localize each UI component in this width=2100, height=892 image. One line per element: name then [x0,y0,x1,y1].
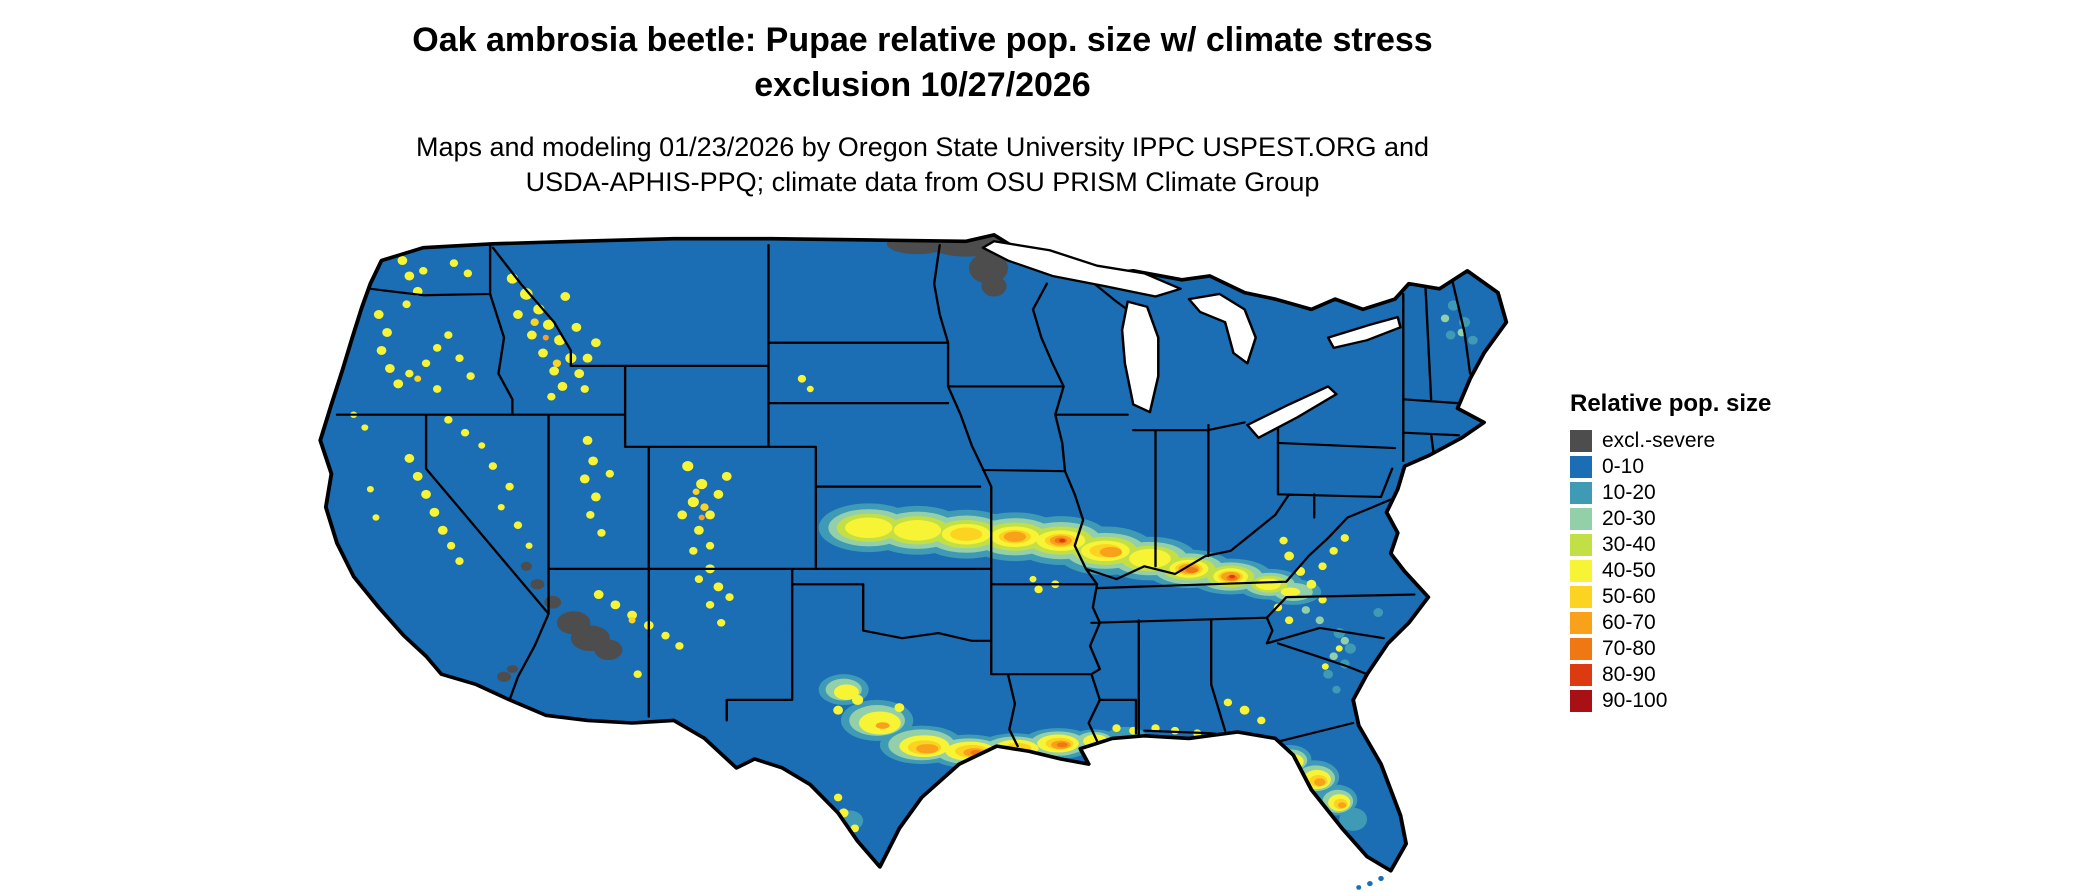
legend-item: 20-30 [1570,508,1771,530]
legend-item: 80-90 [1570,664,1771,686]
legend-swatch [1570,508,1592,530]
map-subtitle: Maps and modeling 01/23/2026 by Oregon S… [0,130,1845,200]
legend-swatch [1570,638,1592,660]
legend-item: 40-50 [1570,560,1771,582]
legend-label: 80-90 [1602,663,1656,686]
legend-swatch [1570,586,1592,608]
legend-label: 70-80 [1602,637,1656,660]
legend-label: 10-20 [1602,481,1656,504]
legend-swatch [1570,690,1592,712]
legend-item: 70-80 [1570,638,1771,660]
us-map [318,233,1509,890]
map-subtitle-line1: Maps and modeling 01/23/2026 by Oregon S… [415,131,1430,162]
map-subtitle-line2: USDA-APHIS-PPQ; climate data from OSU PR… [525,166,1320,197]
titles-block: Oak ambrosia beetle: Pupae relative pop.… [0,18,1845,200]
lake-superior [981,240,1182,298]
legend-swatch [1570,664,1592,686]
mountain-speckles [350,246,1076,679]
legend-label: 20-30 [1602,507,1656,530]
legend-item: 60-70 [1570,612,1771,634]
lake-huron [1187,292,1257,365]
state-borders [335,244,1472,748]
us-outline [318,233,1509,873]
lake-erie [1246,385,1338,439]
lake-michigan [1120,300,1160,414]
legend-item: 0-10 [1570,456,1771,478]
legend-item: 50-60 [1570,586,1771,608]
legend-swatch [1570,456,1592,478]
legend-swatch [1570,560,1592,582]
florida-keys [1356,875,1384,890]
legend-items: excl.-severe 0-10 10-20 20-30 30-40 40-50 50-6… [1570,430,1771,712]
legend-label: 0-10 [1602,455,1645,478]
legend-label: excl.-severe [1602,429,1716,452]
legend-swatch [1570,612,1592,634]
legend-swatch [1570,482,1592,504]
legend: Relative pop. size excl.-severe 0-10 10-20… [1570,390,1771,716]
legend-item: 30-40 [1570,534,1771,556]
legend-label: 50-60 [1602,585,1656,608]
legend-label: 30-40 [1602,533,1656,556]
legend-swatch [1570,430,1592,452]
legend-title: Relative pop. size [1570,390,1772,417]
map-title: Oak ambrosia beetle: Pupae relative pop.… [0,18,1845,108]
legend-swatch [1570,534,1592,556]
great-lakes [981,240,1402,439]
map-title-line1: Oak ambrosia beetle: Pupae relative pop.… [412,21,1433,59]
lake-ontario [1326,315,1402,350]
legend-item: excl.-severe [1570,430,1771,452]
legend-label: 60-70 [1602,611,1656,634]
legend-label: 90-100 [1602,689,1668,712]
map-area [298,222,1523,890]
map-title-line2: exclusion 10/27/2026 [754,65,1091,104]
legend-item: 10-20 [1570,482,1771,504]
legend-label: 40-50 [1602,559,1656,582]
legend-item: 90-100 [1570,690,1771,712]
map-fill [320,234,1507,871]
